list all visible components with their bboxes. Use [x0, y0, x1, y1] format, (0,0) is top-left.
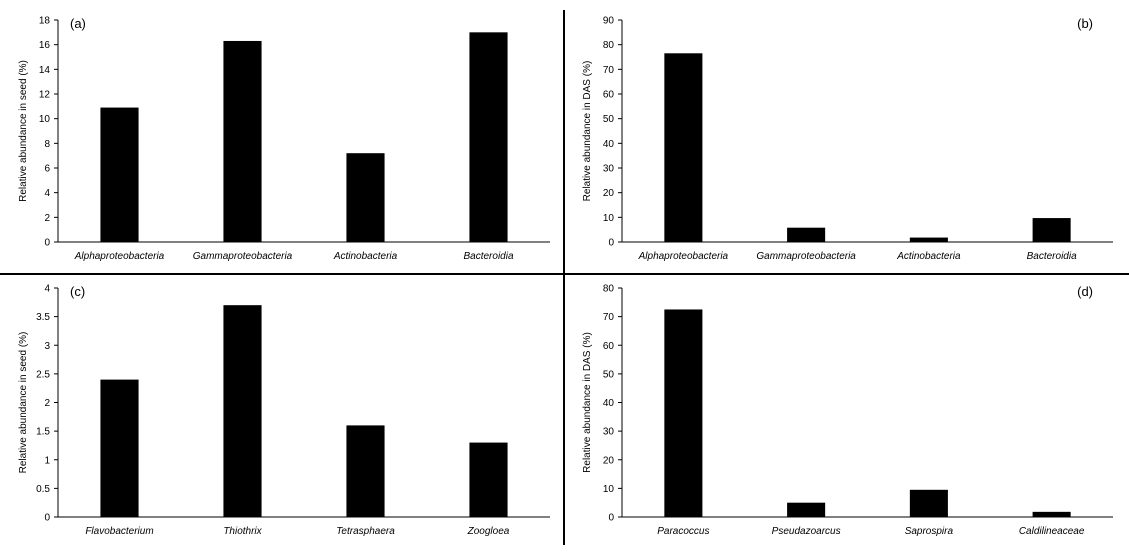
y-tick-label: 6	[44, 164, 50, 175]
y-axis-label: Relative abundance in DAS (%)	[582, 332, 593, 473]
y-tick-label: 20	[603, 188, 615, 199]
y-tick-label: 40	[603, 398, 615, 409]
panel-label: (c)	[70, 284, 85, 299]
bar	[100, 107, 139, 242]
y-tick-label: 1.5	[36, 427, 50, 438]
bar	[223, 305, 262, 517]
y-axis-label: Relative abundance in seed (%)	[18, 332, 29, 474]
y-tick-label: 14	[39, 65, 51, 76]
y-tick-label: 70	[603, 65, 615, 76]
panel-a: 0 2 4 6 8 10 12 14 16 18 Relative abundance in see…	[18, 16, 550, 262]
y-tick-label: 50	[603, 369, 615, 380]
y-tick-label: 10	[603, 484, 615, 495]
y-tick-label: 0	[608, 513, 614, 524]
y-tick-label: 60	[603, 90, 615, 101]
category-label: Alphaproteobacteria	[638, 251, 729, 262]
category-label: Alphaproteobacteria	[74, 251, 165, 262]
bar	[1032, 511, 1071, 517]
y-tick-label: 4	[44, 188, 50, 199]
y-tick-label: 40	[603, 139, 615, 150]
panel-c: 0 0.5 1 1.5 2 2.5 3 3.5 4 Relative abundance in s…	[18, 284, 550, 537]
y-tick-label: 12	[39, 90, 51, 101]
y-tick-label: 2.5	[36, 369, 50, 380]
category-label: Gammaproteobacteria	[193, 251, 293, 262]
y-tick-label: 0	[44, 238, 50, 249]
category-label: Gammaproteobacteria	[756, 251, 856, 262]
category-label: Zoogloea	[467, 526, 510, 537]
y-tick-label: 30	[603, 164, 615, 175]
y-tick-label: 3.5	[36, 312, 50, 323]
bar	[1032, 218, 1071, 242]
category-label: Flavobacterium	[85, 526, 153, 537]
bar	[787, 227, 826, 242]
y-tick-label: 60	[603, 341, 615, 352]
y-axis-label: Relative abundance in seed (%)	[18, 60, 29, 202]
panel-label: (b)	[1077, 16, 1093, 31]
y-tick-label: 80	[603, 284, 615, 295]
y-tick-label: 50	[603, 114, 615, 125]
category-label: Paracoccus	[657, 526, 709, 537]
y-tick-label: 0.5	[36, 484, 50, 495]
bar	[787, 502, 826, 517]
bar	[664, 53, 703, 242]
bar	[100, 379, 139, 517]
category-label: Bacteroidia	[1027, 251, 1077, 262]
panel-label: (d)	[1077, 284, 1093, 299]
y-tick-label: 20	[603, 455, 615, 466]
y-tick-label: 1	[44, 455, 50, 466]
y-axis-label: Relative abundance in DAS (%)	[582, 61, 593, 202]
panel-label: (a)	[70, 16, 86, 31]
category-label: Pseudazoarcus	[772, 526, 841, 537]
y-tick-label: 18	[39, 16, 51, 27]
category-label: Bacteroidia	[463, 251, 513, 262]
category-label: Actinobacteria	[896, 251, 961, 262]
y-tick-label: 0	[608, 238, 614, 249]
y-tick-label: 30	[603, 427, 615, 438]
y-tick-label: 70	[603, 312, 615, 323]
y-tick-label: 0	[44, 513, 50, 524]
bar	[469, 442, 508, 517]
bar	[469, 32, 508, 243]
bar	[909, 489, 948, 517]
panel-d: 0 10 20 30 40 50 60 70 80 Relative abundance in D…	[582, 284, 1113, 537]
y-tick-label: 80	[603, 40, 615, 51]
category-label: Thiothrix	[223, 526, 262, 537]
bar	[223, 40, 262, 242]
category-label: Actinobacteria	[333, 251, 398, 262]
bar	[346, 425, 385, 517]
panel-b: 0 10 20 30 40 50 60 70 80 90 Relative abundance in…	[582, 16, 1113, 262]
bar	[664, 309, 703, 517]
y-tick-label: 10	[39, 114, 51, 125]
category-label: Saprospira	[905, 526, 954, 537]
bar	[909, 237, 948, 242]
y-tick-label: 3	[44, 341, 50, 352]
category-label: Caldilineaceae	[1019, 526, 1085, 537]
y-tick-label: 2	[44, 398, 50, 409]
bar	[346, 153, 385, 242]
category-label: Tetrasphaera	[336, 526, 395, 537]
y-tick-label: 4	[44, 284, 50, 295]
y-tick-label: 2	[44, 213, 50, 224]
y-tick-label: 10	[603, 213, 615, 224]
y-tick-label: 8	[44, 139, 50, 150]
y-tick-label: 90	[603, 16, 615, 27]
y-tick-label: 16	[39, 40, 51, 51]
